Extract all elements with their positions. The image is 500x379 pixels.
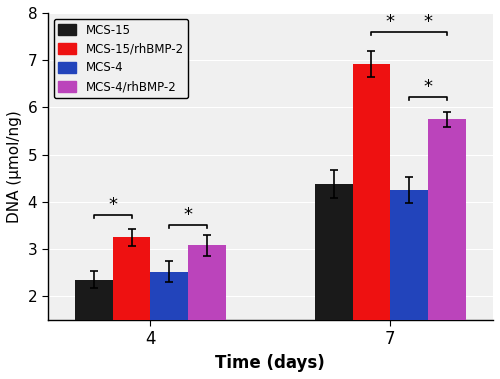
Bar <box>428 119 466 379</box>
Text: *: * <box>424 13 432 31</box>
Text: *: * <box>386 13 395 31</box>
Bar <box>390 190 428 379</box>
Bar <box>75 280 113 379</box>
Bar <box>113 237 150 379</box>
Bar <box>352 64 391 379</box>
Legend: MCS-15, MCS-15/rhBMP-2, MCS-4, MCS-4/rhBMP-2: MCS-15, MCS-15/rhBMP-2, MCS-4, MCS-4/rhB… <box>54 19 188 98</box>
Bar <box>188 246 226 379</box>
Text: *: * <box>108 196 118 214</box>
Bar <box>150 272 188 379</box>
Bar <box>315 184 352 379</box>
Text: *: * <box>424 78 432 96</box>
X-axis label: Time (days): Time (days) <box>216 354 325 372</box>
Y-axis label: DNA (μmol/ng): DNA (μmol/ng) <box>7 110 22 223</box>
Text: *: * <box>184 206 192 224</box>
